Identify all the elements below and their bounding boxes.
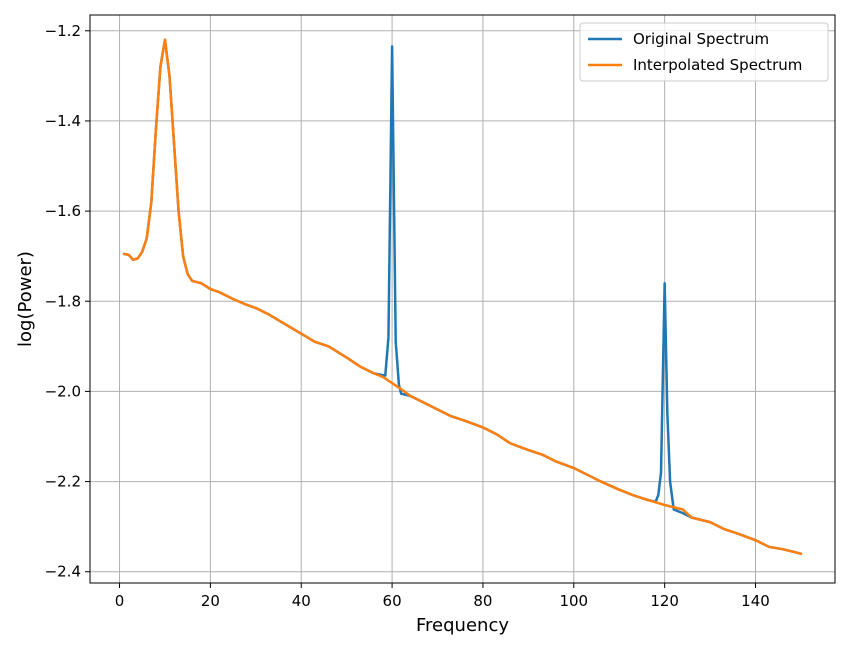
legend-label-interpolated: Interpolated Spectrum: [633, 56, 802, 74]
y-tick-label: −1.4: [45, 112, 81, 130]
plot-series: [122, 38, 803, 555]
ticks: 0 20 40 60 80 100 120 140 −1.2 −1.4 −1.6 −1.8 −2.0 −2…: [45, 22, 770, 610]
x-axis-label: Frequency: [416, 615, 509, 636]
interpolated-spectrum-line: [122, 38, 803, 555]
legend-label-original: Original Spectrum: [633, 30, 769, 48]
y-tick-label: −1.2: [45, 22, 81, 40]
x-tick-label: 80: [473, 592, 492, 610]
x-tick-label: 20: [201, 592, 220, 610]
x-tick-label: 120: [650, 592, 679, 610]
x-tick-label: 140: [741, 592, 770, 610]
y-tick-label: −2.4: [45, 563, 81, 581]
y-tick-label: −1.8: [45, 292, 81, 310]
y-tick-label: −1.6: [45, 202, 81, 220]
x-tick-label: 40: [292, 592, 311, 610]
x-tick-label: 0: [115, 592, 125, 610]
legend-box: [579, 22, 829, 82]
legend: Original Spectrum Interpolated Spectrum: [579, 22, 829, 82]
y-axis-label: log(Power): [15, 251, 36, 347]
plot-frame: [89, 14, 836, 584]
x-tick-label: 100: [559, 592, 588, 610]
y-tick-label: −2.2: [45, 473, 81, 491]
y-tick-label: −2.0: [45, 382, 81, 400]
x-tick-label: 60: [383, 592, 402, 610]
grid: [90, 15, 835, 583]
